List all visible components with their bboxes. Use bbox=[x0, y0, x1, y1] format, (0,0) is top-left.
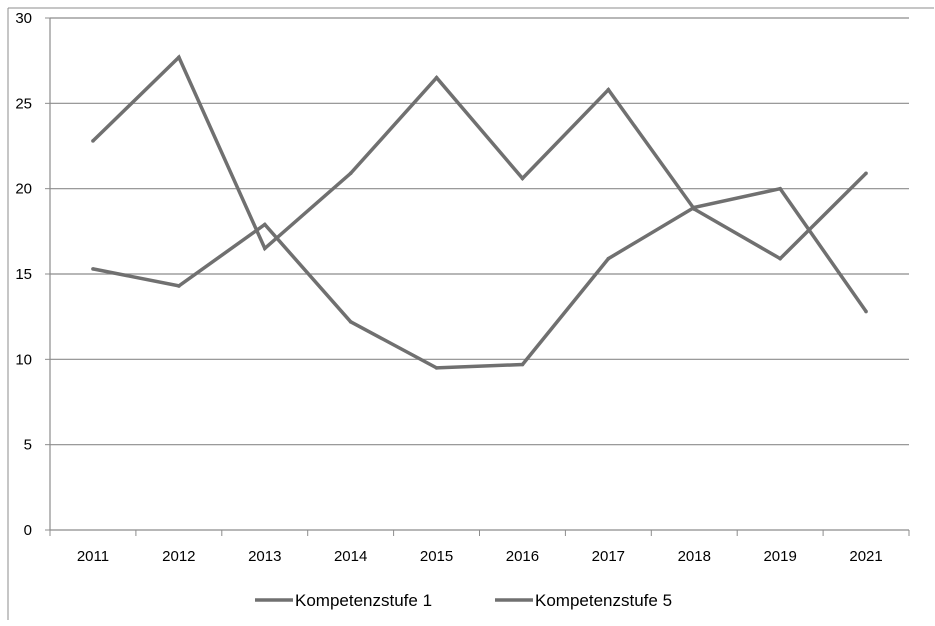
x-tick-label-2016: 2016 bbox=[506, 548, 539, 565]
data-point-s1-2015 bbox=[434, 366, 439, 370]
data-point-s2-2021 bbox=[864, 171, 868, 176]
y-tick-label: 5 bbox=[24, 437, 32, 454]
x-tick-label-2011: 2011 bbox=[77, 548, 109, 565]
data-point-s1-2013 bbox=[262, 222, 267, 227]
series-line-1 bbox=[92, 186, 868, 370]
x-tick-label-2014: 2014 bbox=[334, 548, 367, 565]
data-point-s1-2021 bbox=[864, 309, 868, 314]
legend-label-2: Kompetenzstufe 5 bbox=[535, 591, 672, 610]
chart-frame bbox=[7, 7, 934, 620]
y-tick-label: 0 bbox=[24, 522, 32, 539]
data-point-s2-2013 bbox=[262, 246, 267, 251]
data-point-s2-2019 bbox=[778, 256, 782, 261]
data-point-s2-2018 bbox=[692, 207, 697, 211]
x-tick-label-2017: 2017 bbox=[592, 548, 625, 565]
data-point-s1-2016 bbox=[520, 362, 525, 367]
axes: 0 5 10 15 20 25 30 2011 2012 2013 2014 2015 2016 2017… bbox=[15, 10, 910, 565]
data-point-s1-2012 bbox=[177, 284, 181, 288]
data-point-s2-2015 bbox=[434, 75, 439, 80]
gridlines bbox=[50, 17, 909, 446]
legend: Kompetenzstufe 1 Kompetenzstufe 5 bbox=[255, 591, 672, 610]
x-tick-label-2015: 2015 bbox=[420, 548, 453, 565]
data-point-s1-2011 bbox=[91, 267, 95, 271]
x-tick-label-2013: 2013 bbox=[248, 548, 281, 565]
x-tick-label-2018: 2018 bbox=[678, 548, 711, 565]
x-tick-label-2021: 2021 bbox=[849, 548, 882, 565]
data-point-s2-2016 bbox=[520, 176, 525, 181]
data-point-s2-2017 bbox=[606, 87, 611, 92]
x-tick-label-2019: 2019 bbox=[763, 548, 796, 565]
data-point-s1-2014 bbox=[348, 319, 353, 324]
y-tick-label: 15 bbox=[15, 266, 32, 283]
y-tick-label: 10 bbox=[15, 351, 32, 368]
legend-label-1: Kompetenzstufe 1 bbox=[295, 591, 432, 610]
data-point-s2-2011 bbox=[91, 139, 95, 143]
series-lines bbox=[91, 54, 868, 370]
data-point-s2-2014 bbox=[348, 171, 353, 176]
data-point-s1-2019 bbox=[778, 186, 782, 191]
y-tick-label: 25 bbox=[15, 95, 32, 112]
data-point-s1-2017 bbox=[606, 256, 611, 261]
data-point-s2-2012 bbox=[177, 55, 181, 60]
series-line-2 bbox=[91, 54, 868, 261]
y-tick-label: 20 bbox=[15, 181, 32, 198]
x-tick-label-2012: 2012 bbox=[162, 548, 195, 565]
y-tick-label: 30 bbox=[15, 10, 32, 27]
